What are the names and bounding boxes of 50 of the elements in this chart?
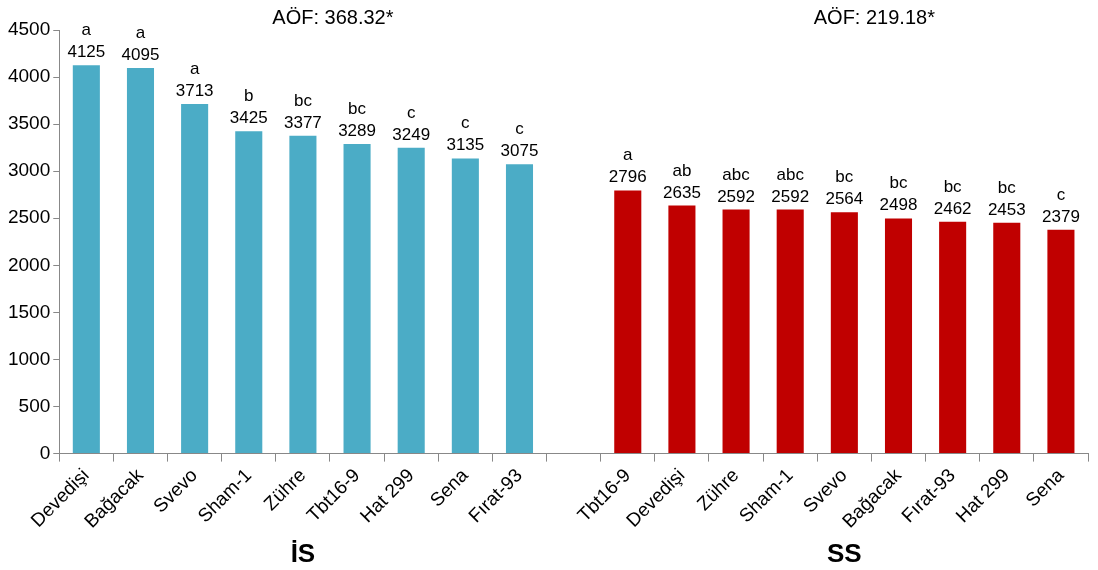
data-label: bc 3289 — [338, 98, 376, 140]
bar — [884, 218, 913, 454]
bar — [993, 222, 1021, 454]
bar — [235, 131, 263, 454]
text: SS — [827, 538, 862, 569]
bar — [668, 205, 696, 454]
data-label: abc 2592 — [771, 164, 810, 206]
bar — [343, 143, 371, 454]
data-label: ab 2635 — [663, 160, 701, 202]
y-tick-label: 500 — [18, 394, 51, 416]
bar — [126, 68, 155, 454]
bar — [451, 158, 479, 454]
data-label: a 4095 — [121, 23, 160, 65]
data-label: c 2379 — [1042, 184, 1080, 226]
bar — [722, 209, 750, 454]
text: AÖF: 219.18* — [813, 6, 936, 28]
y-tick-label: 2500 — [7, 206, 51, 228]
data-label: b 3425 — [229, 86, 268, 128]
data-label: bc 2453 — [987, 177, 1026, 219]
data-label: bc 3377 — [284, 90, 322, 132]
y-tick-label: 4500 — [7, 18, 51, 40]
bar — [1047, 229, 1075, 454]
bar — [776, 209, 804, 454]
bar — [397, 147, 425, 454]
data-label: bc 2564 — [825, 167, 864, 209]
data-label: c 3075 — [500, 119, 539, 161]
text: AÖF: 368.32* — [272, 6, 394, 28]
y-tick-label: 3000 — [7, 159, 51, 181]
data-label: a 4125 — [67, 20, 106, 62]
data-label: a 2796 — [608, 145, 647, 187]
text: İS — [290, 538, 316, 569]
y-tick-label: 1000 — [7, 347, 51, 369]
data-label: bc 2462 — [933, 176, 972, 218]
bar — [181, 104, 209, 454]
data-label: c 3249 — [392, 102, 431, 144]
data-label: c 3135 — [446, 113, 485, 155]
bar — [72, 65, 100, 454]
data-label: a 3713 — [175, 59, 214, 101]
bar — [614, 190, 642, 454]
y-tick-label: 4000 — [7, 65, 51, 87]
bar — [830, 212, 858, 454]
y-tick-label: 0 — [39, 441, 51, 463]
data-label: abc 2592 — [717, 164, 755, 206]
bar — [505, 164, 534, 454]
bar — [939, 221, 967, 454]
data-label: bc 2498 — [879, 173, 918, 215]
bar — [289, 135, 317, 454]
y-tick-label: 3500 — [7, 112, 51, 134]
y-tick-label: 1500 — [7, 300, 51, 322]
y-tick-label: 2000 — [7, 253, 51, 275]
